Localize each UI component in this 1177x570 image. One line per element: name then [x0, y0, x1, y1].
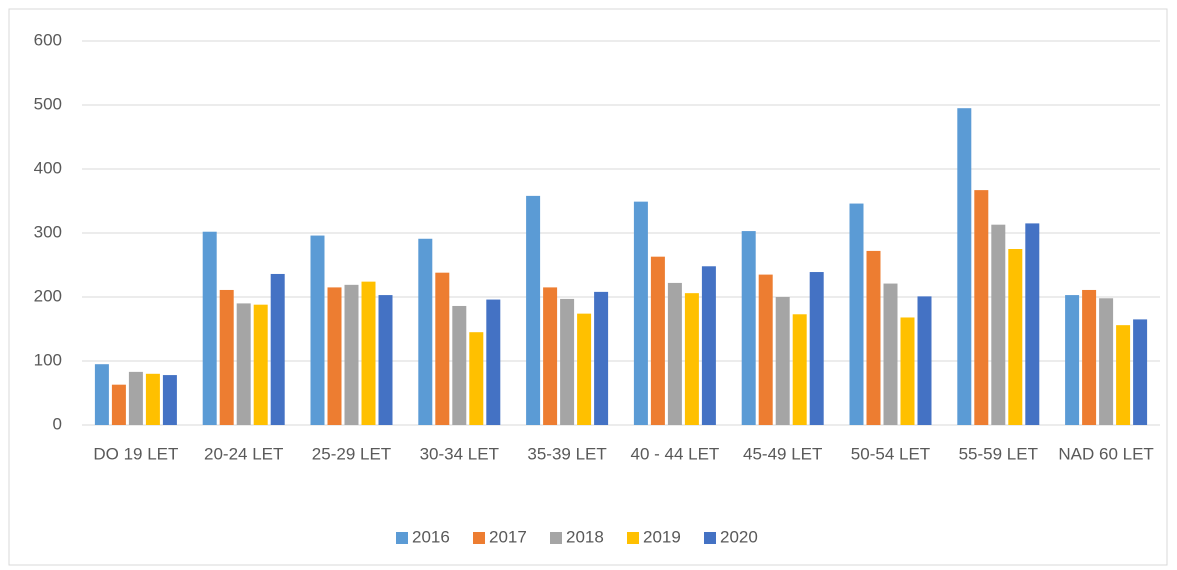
bar: [1133, 319, 1148, 425]
bar: [809, 272, 824, 425]
bar: [900, 317, 915, 425]
bar: [775, 297, 790, 425]
legend-swatch: [627, 532, 639, 544]
x-tick-label: 30-34 LET: [420, 444, 499, 463]
bar: [111, 384, 126, 425]
bar: [486, 299, 501, 425]
legend-swatch: [550, 532, 562, 544]
bar: [741, 231, 756, 425]
bar: [310, 235, 325, 425]
bar: [866, 250, 881, 425]
bar: [327, 287, 342, 425]
legend-label: 2016: [412, 527, 450, 546]
bar: [270, 273, 285, 425]
bar: [1008, 249, 1023, 425]
bar: [667, 282, 682, 425]
legend-swatch: [396, 532, 408, 544]
bar: [452, 305, 467, 425]
bar: [560, 298, 575, 425]
bar: [236, 303, 251, 425]
y-tick-label: 0: [53, 414, 62, 433]
bar: [684, 293, 699, 425]
bar: [957, 108, 972, 425]
y-tick-label: 600: [34, 30, 62, 49]
bar: [128, 371, 143, 425]
legend-label: 2017: [489, 527, 527, 546]
x-tick-label: 35-39 LET: [527, 444, 606, 463]
x-tick-label: NAD 60 LET: [1058, 444, 1153, 463]
bar: [1025, 223, 1040, 425]
x-tick-label: DO 19 LET: [93, 444, 178, 463]
x-tick-label: 20-24 LET: [204, 444, 283, 463]
bar: [469, 332, 484, 425]
bar: [974, 190, 989, 425]
bar: [162, 375, 177, 425]
bar: [361, 281, 376, 425]
x-tick-label: 45-49 LET: [743, 444, 822, 463]
bar: [577, 313, 592, 425]
y-tick-label: 200: [34, 286, 62, 305]
bar: [594, 291, 609, 425]
x-tick-label: 25-29 LET: [312, 444, 391, 463]
bar: [253, 304, 268, 425]
y-tick-label: 400: [34, 158, 62, 177]
bar: [202, 231, 217, 425]
bar: [701, 266, 716, 425]
legend-label: 2020: [720, 527, 758, 546]
bar: [418, 238, 433, 425]
x-tick-label: 55-59 LET: [959, 444, 1038, 463]
bar: [758, 274, 773, 425]
bar: [1082, 289, 1097, 425]
bar: [526, 195, 541, 425]
bar: [1099, 298, 1114, 425]
y-tick-label: 500: [34, 94, 62, 113]
bar: [883, 283, 898, 425]
bar: [1116, 325, 1131, 425]
bar: [344, 284, 359, 425]
bar: [650, 256, 665, 425]
bar: [435, 272, 450, 425]
bar: [792, 314, 807, 425]
y-tick-label: 100: [34, 350, 62, 369]
bar: [849, 203, 864, 425]
bar: [219, 289, 234, 425]
y-tick-label: 300: [34, 222, 62, 241]
legend-swatch: [704, 532, 716, 544]
x-tick-label: 40 - 44 LET: [630, 444, 719, 463]
chart-border: [8, 8, 1168, 566]
bar: [633, 201, 648, 425]
bar: [94, 364, 109, 425]
bar: [378, 295, 393, 425]
bar: [917, 296, 932, 425]
bar: [145, 373, 160, 425]
x-tick-label: 50-54 LET: [851, 444, 930, 463]
bar: [991, 224, 1006, 425]
legend-label: 2019: [643, 527, 681, 546]
bar: [543, 287, 558, 425]
legend-swatch: [473, 532, 485, 544]
bar: [1065, 295, 1080, 425]
legend-label: 2018: [566, 527, 604, 546]
